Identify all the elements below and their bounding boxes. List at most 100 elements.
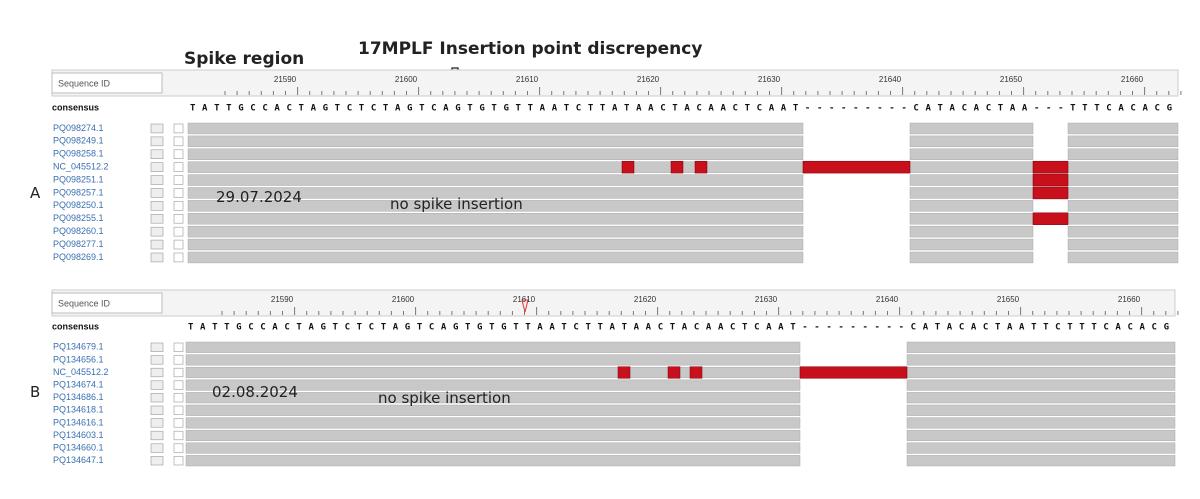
row-button bbox=[150, 342, 164, 352]
panel-label: A bbox=[30, 184, 41, 202]
sequence-id: PQ098269.1 bbox=[53, 252, 104, 262]
ruler-label: 21630 bbox=[755, 295, 778, 304]
aligned-segment bbox=[906, 354, 1176, 366]
row-button bbox=[173, 443, 184, 453]
consensus-sequence: TATTGCCACTAGTCTCTAGTCAGTGTGTTAATCTTATAAC… bbox=[188, 323, 1169, 333]
aligned-segment bbox=[909, 213, 1034, 225]
aligned-segment bbox=[909, 174, 1034, 186]
note-label: no spike insertion bbox=[378, 389, 511, 407]
row-button bbox=[150, 188, 164, 198]
row-button bbox=[150, 456, 164, 466]
aligned-segment bbox=[185, 429, 801, 442]
mismatch bbox=[1032, 173, 1069, 187]
ruler-label: 21660 bbox=[1118, 295, 1141, 304]
mismatch bbox=[802, 160, 911, 174]
aligned-segment bbox=[1067, 122, 1179, 135]
sequence-id: PQ098257.1 bbox=[53, 187, 104, 197]
aligned-segment bbox=[909, 187, 1034, 199]
row-button bbox=[173, 355, 184, 365]
sequence-id: NC_045512.2 bbox=[53, 367, 109, 377]
row-button bbox=[173, 418, 184, 428]
aligned-segment bbox=[1067, 187, 1179, 199]
aligned-segment bbox=[185, 379, 801, 391]
row-button bbox=[173, 239, 184, 250]
sequence-id: PQ098260.1 bbox=[53, 226, 104, 236]
aligned-segment bbox=[187, 187, 804, 199]
id-header-box bbox=[51, 72, 163, 94]
row-button bbox=[150, 430, 164, 441]
row-button bbox=[150, 367, 164, 378]
aligned-segment bbox=[906, 442, 1176, 454]
aligned-segment bbox=[906, 417, 1176, 429]
mismatch bbox=[689, 366, 703, 379]
row-button bbox=[150, 201, 164, 211]
ruler-label: 21660 bbox=[1121, 75, 1144, 84]
sequence-id: PQ134656.1 bbox=[53, 354, 104, 364]
aligned-segment bbox=[187, 174, 804, 186]
mismatch bbox=[1032, 212, 1069, 225]
aligned-segment bbox=[1067, 148, 1179, 160]
aligned-segment bbox=[187, 161, 804, 173]
aligned-segment bbox=[185, 404, 801, 416]
sequence-id: PQ134647.1 bbox=[53, 455, 104, 465]
row-button bbox=[150, 226, 164, 237]
row-button bbox=[173, 380, 184, 390]
row-button bbox=[173, 393, 184, 403]
row-button bbox=[150, 443, 164, 453]
sequence-id: PQ098274.1 bbox=[53, 123, 104, 133]
row-button bbox=[173, 430, 184, 441]
row-button bbox=[173, 252, 184, 263]
row-button bbox=[150, 175, 164, 185]
date-label: 02.08.2024 bbox=[212, 383, 298, 401]
row-button bbox=[173, 226, 184, 237]
alignment-panel: Sequence ID 21590 21600 21610 21620 21630 2164… bbox=[30, 69, 1182, 264]
aligned-segment bbox=[906, 341, 1176, 353]
row-button bbox=[173, 456, 184, 466]
row-button bbox=[173, 136, 184, 147]
sequence-id: PQ134660.1 bbox=[53, 442, 104, 452]
row-button bbox=[173, 123, 184, 134]
aligned-segment bbox=[1067, 251, 1179, 264]
note-label: no spike insertion bbox=[390, 195, 523, 213]
row-button bbox=[173, 175, 184, 185]
aligned-segment bbox=[909, 251, 1034, 264]
row-button bbox=[150, 252, 164, 263]
aligned-segment bbox=[187, 122, 804, 135]
aligned-segment bbox=[187, 225, 804, 238]
mismatch bbox=[799, 366, 908, 379]
row-button bbox=[150, 149, 164, 160]
aligned-segment bbox=[909, 122, 1034, 135]
sequence-id: PQ098255.1 bbox=[53, 213, 104, 223]
ruler-label: 21640 bbox=[879, 75, 902, 84]
ruler-label: 21650 bbox=[1000, 75, 1023, 84]
id-header: Sequence ID bbox=[58, 298, 111, 308]
aligned-segment bbox=[185, 366, 801, 379]
panel-label: B bbox=[30, 383, 40, 401]
spike-label: Spike region bbox=[184, 49, 304, 69]
row-button bbox=[150, 136, 164, 147]
sequence-id: PQ098251.1 bbox=[53, 174, 104, 184]
aligned-segment bbox=[906, 429, 1176, 442]
aligned-segment bbox=[187, 213, 804, 225]
aligned-segment bbox=[1067, 200, 1179, 212]
aligned-segment bbox=[906, 404, 1176, 416]
aligned-segment bbox=[1067, 135, 1179, 148]
mismatch bbox=[621, 160, 635, 174]
mismatch bbox=[670, 160, 684, 174]
sequence-id: PQ134674.1 bbox=[53, 379, 104, 389]
mismatch bbox=[1032, 186, 1069, 200]
aligned-segment bbox=[185, 392, 801, 404]
aligned-segment bbox=[909, 200, 1034, 212]
id-header-box bbox=[51, 292, 163, 314]
mismatch bbox=[694, 160, 708, 174]
row-button bbox=[173, 201, 184, 211]
sequence-id: PQ134616.1 bbox=[53, 417, 104, 427]
consensus-label: consensus bbox=[52, 321, 99, 331]
aligned-segment bbox=[906, 366, 1176, 379]
consensus-sequence: TATTGCCACTAGTCTCTAGTCAGTGTGTTAATCTTATAAC… bbox=[190, 104, 1172, 114]
row-button bbox=[150, 405, 164, 415]
row-button bbox=[173, 214, 184, 224]
row-button bbox=[173, 149, 184, 160]
aligned-segment bbox=[185, 341, 801, 353]
